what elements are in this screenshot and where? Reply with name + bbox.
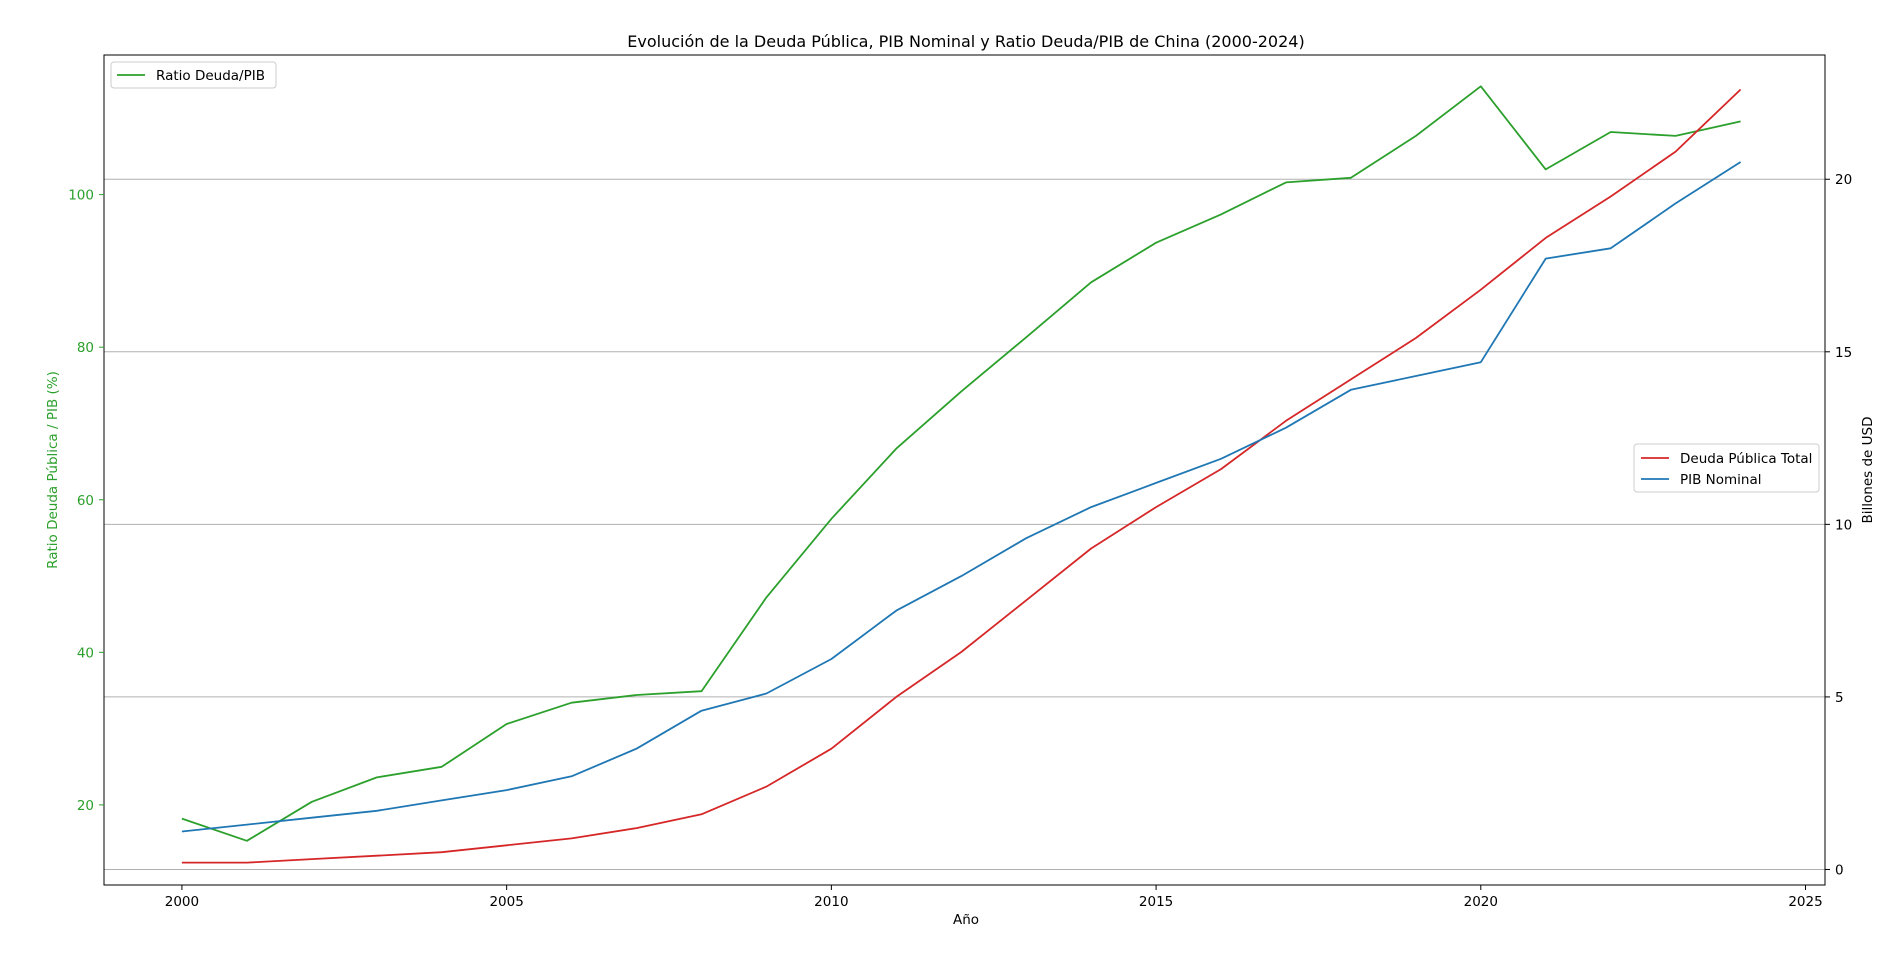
x-tick-label: 2015 [1139,894,1173,910]
legend-usd: Deuda Pública Total PIB Nominal [1633,443,1820,493]
left-axis-ticks: 20 40 60 80 100 [68,188,104,814]
x-tick-label: 2020 [1464,894,1498,910]
plot-frame [103,54,1826,886]
right-tick-label: 15 [1835,345,1852,361]
legend-deuda-label: Deuda Pública Total [1680,451,1812,467]
left-axis-label: Ratio Deuda Pública / PIB (%) [45,371,61,569]
left-tick-label: 40 [77,645,94,661]
legend-pib-label: PIB Nominal [1680,472,1762,488]
left-tick-label: 60 [77,493,94,509]
left-tick-label: 100 [68,188,94,204]
chart-title: Evolución de la Deuda Pública, PIB Nomin… [627,32,1304,51]
legend-ratio-label: Ratio Deuda/PIB [156,68,265,84]
legend-ratio: Ratio Deuda/PIB [110,61,277,89]
series-line-ratio-deuda-pib [181,85,1741,842]
x-axis-label: Año [953,912,979,928]
right-tick-label: 20 [1835,172,1852,188]
legend-ratio-box [110,61,277,89]
x-axis-ticks: 2000 2005 2010 2015 2020 2025 [165,885,1823,910]
x-tick-label: 2025 [1788,894,1822,910]
right-tick-label: 0 [1835,862,1844,878]
legend-usd-box [1633,443,1820,493]
x-tick-label: 2005 [489,894,523,910]
right-axis-label: Billones de USD [1860,417,1876,524]
right-tick-label: 10 [1835,517,1852,533]
left-tick-label: 20 [77,798,94,814]
right-axis-ticks: 0 5 10 15 20 [1825,172,1852,878]
series-line-pib-nominal [181,161,1742,833]
series-line-deuda-publica-total [181,88,1742,864]
grid-lines [104,178,1825,870]
series-layer [181,85,1742,864]
right-tick-label: 5 [1835,690,1844,706]
x-tick-label: 2010 [814,894,848,910]
left-tick-label: 80 [77,340,94,356]
x-tick-label: 2000 [165,894,199,910]
